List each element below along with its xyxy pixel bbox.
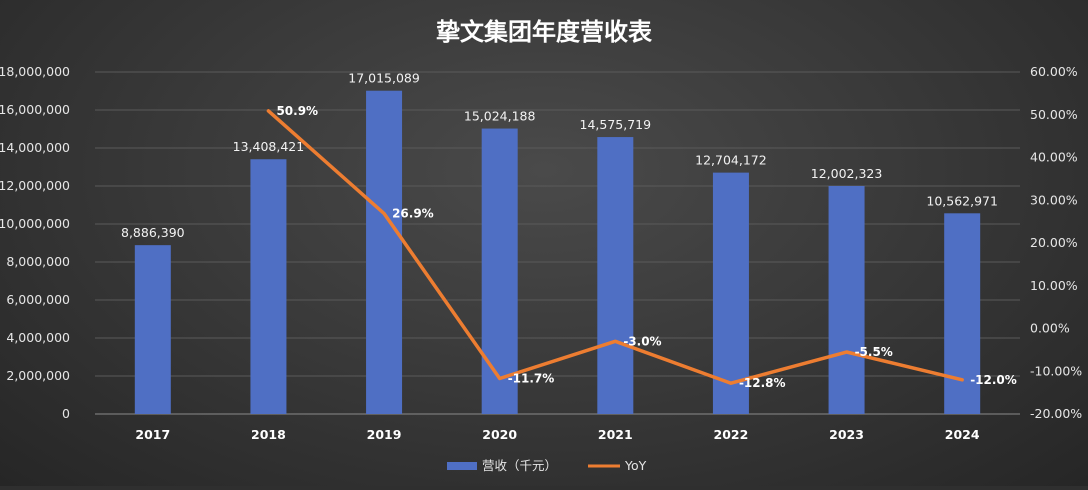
legend-revenue-swatch (447, 462, 477, 470)
revenue-bars (134, 90, 981, 415)
left-axis: 0 2,000,000 4,000,000 6,000,000 8,000,000 10,… (0, 64, 70, 421)
right-axis-tick-label: 0.00% (1030, 321, 1070, 336)
yoy-data-label: -12.8% (739, 376, 786, 390)
left-axis-tick-label: 2,000,000 (6, 368, 70, 383)
right-axis-tick-label: 30.00% (1030, 192, 1078, 207)
revenue-bar (828, 185, 865, 414)
legend: 营收（千元） YoY (447, 458, 647, 473)
revenue-bar (597, 137, 634, 414)
revenue-bar (481, 128, 518, 415)
revenue-data-label: 12,704,172 (695, 153, 767, 168)
yoy-line-series (266, 109, 964, 385)
x-axis-category-label: 2019 (367, 427, 402, 442)
left-axis-tick-label: 10,000,000 (0, 216, 70, 231)
left-axis-tick-label: 18,000,000 (0, 64, 70, 79)
revenue-data-label: 13,408,421 (233, 139, 305, 154)
right-axis-tick-label: 20.00% (1030, 235, 1078, 250)
right-axis-tick-label: 60.00% (1030, 64, 1078, 79)
yoy-line (266, 109, 964, 385)
revenue-data-label: 17,015,089 (348, 71, 420, 86)
yoy-data-label: -5.5% (855, 345, 893, 359)
revenue-bar (712, 172, 749, 414)
left-axis-tick-label: 0 (62, 406, 70, 421)
x-axis-category-label: 2020 (482, 427, 517, 442)
left-axis-tick-label: 4,000,000 (6, 330, 70, 345)
yoy-data-label: -12.0% (970, 373, 1017, 387)
revenue-bar (250, 159, 287, 414)
left-axis-tick-label: 14,000,000 (0, 140, 70, 155)
x-axis-category-label: 2022 (714, 427, 749, 442)
x-axis-category-label: 2017 (135, 427, 170, 442)
right-axis-tick-label: 40.00% (1030, 150, 1078, 165)
right-axis-tick-label: 50.00% (1030, 107, 1078, 122)
legend-yoy-label: YoY (624, 458, 647, 473)
revenue-data-label: 8,886,390 (121, 225, 185, 240)
x-axis-category-label: 2018 (251, 427, 286, 442)
x-axis-category-label: 2023 (829, 427, 864, 442)
yoy-data-label: -3.0% (623, 334, 661, 348)
left-axis-tick-label: 8,000,000 (6, 254, 70, 269)
yoy-data-label: 26.9% (392, 207, 434, 221)
left-axis-tick-label: 16,000,000 (0, 102, 70, 117)
x-axis-category-label: 2024 (945, 427, 980, 442)
left-axis-tick-label: 12,000,000 (0, 178, 70, 193)
gridlines (95, 71, 1020, 415)
yoy-data-labels: 50.9% 26.9% -11.7% -3.0% -12.8% -5.5% -12.0% (276, 104, 1016, 390)
revenue-data-label: 14,575,719 (580, 117, 652, 132)
right-axis-tick-label: -10.00% (1030, 363, 1082, 378)
left-axis-tick-label: 6,000,000 (6, 292, 70, 307)
right-axis: -20.00% -10.00% 0.00% 10.00% 20.00% 30.00% 40.… (1030, 64, 1082, 421)
revenue-data-label: 12,002,323 (811, 166, 883, 181)
revenue-data-label: 10,562,971 (926, 193, 998, 208)
x-axis-categories: 2017 2018 2019 2020 2021 2022 2023 2024 (135, 427, 979, 442)
revenue-bar (134, 245, 171, 414)
yoy-data-label: 50.9% (276, 104, 318, 118)
revenue-bar (366, 90, 403, 414)
x-axis-category-label: 2021 (598, 427, 633, 442)
revenue-bar-labels: 8,886,390 13,408,421 17,015,089 15,024,188 1… (121, 71, 998, 240)
right-axis-tick-label: -20.00% (1030, 406, 1082, 421)
revenue-data-label: 15,024,188 (464, 109, 536, 124)
legend-revenue-label: 营收（千元） (482, 458, 557, 473)
right-axis-tick-label: 10.00% (1030, 278, 1078, 293)
chart-title: 挚文集团年度营收表 (436, 18, 653, 46)
yoy-data-label: -11.7% (508, 372, 555, 386)
